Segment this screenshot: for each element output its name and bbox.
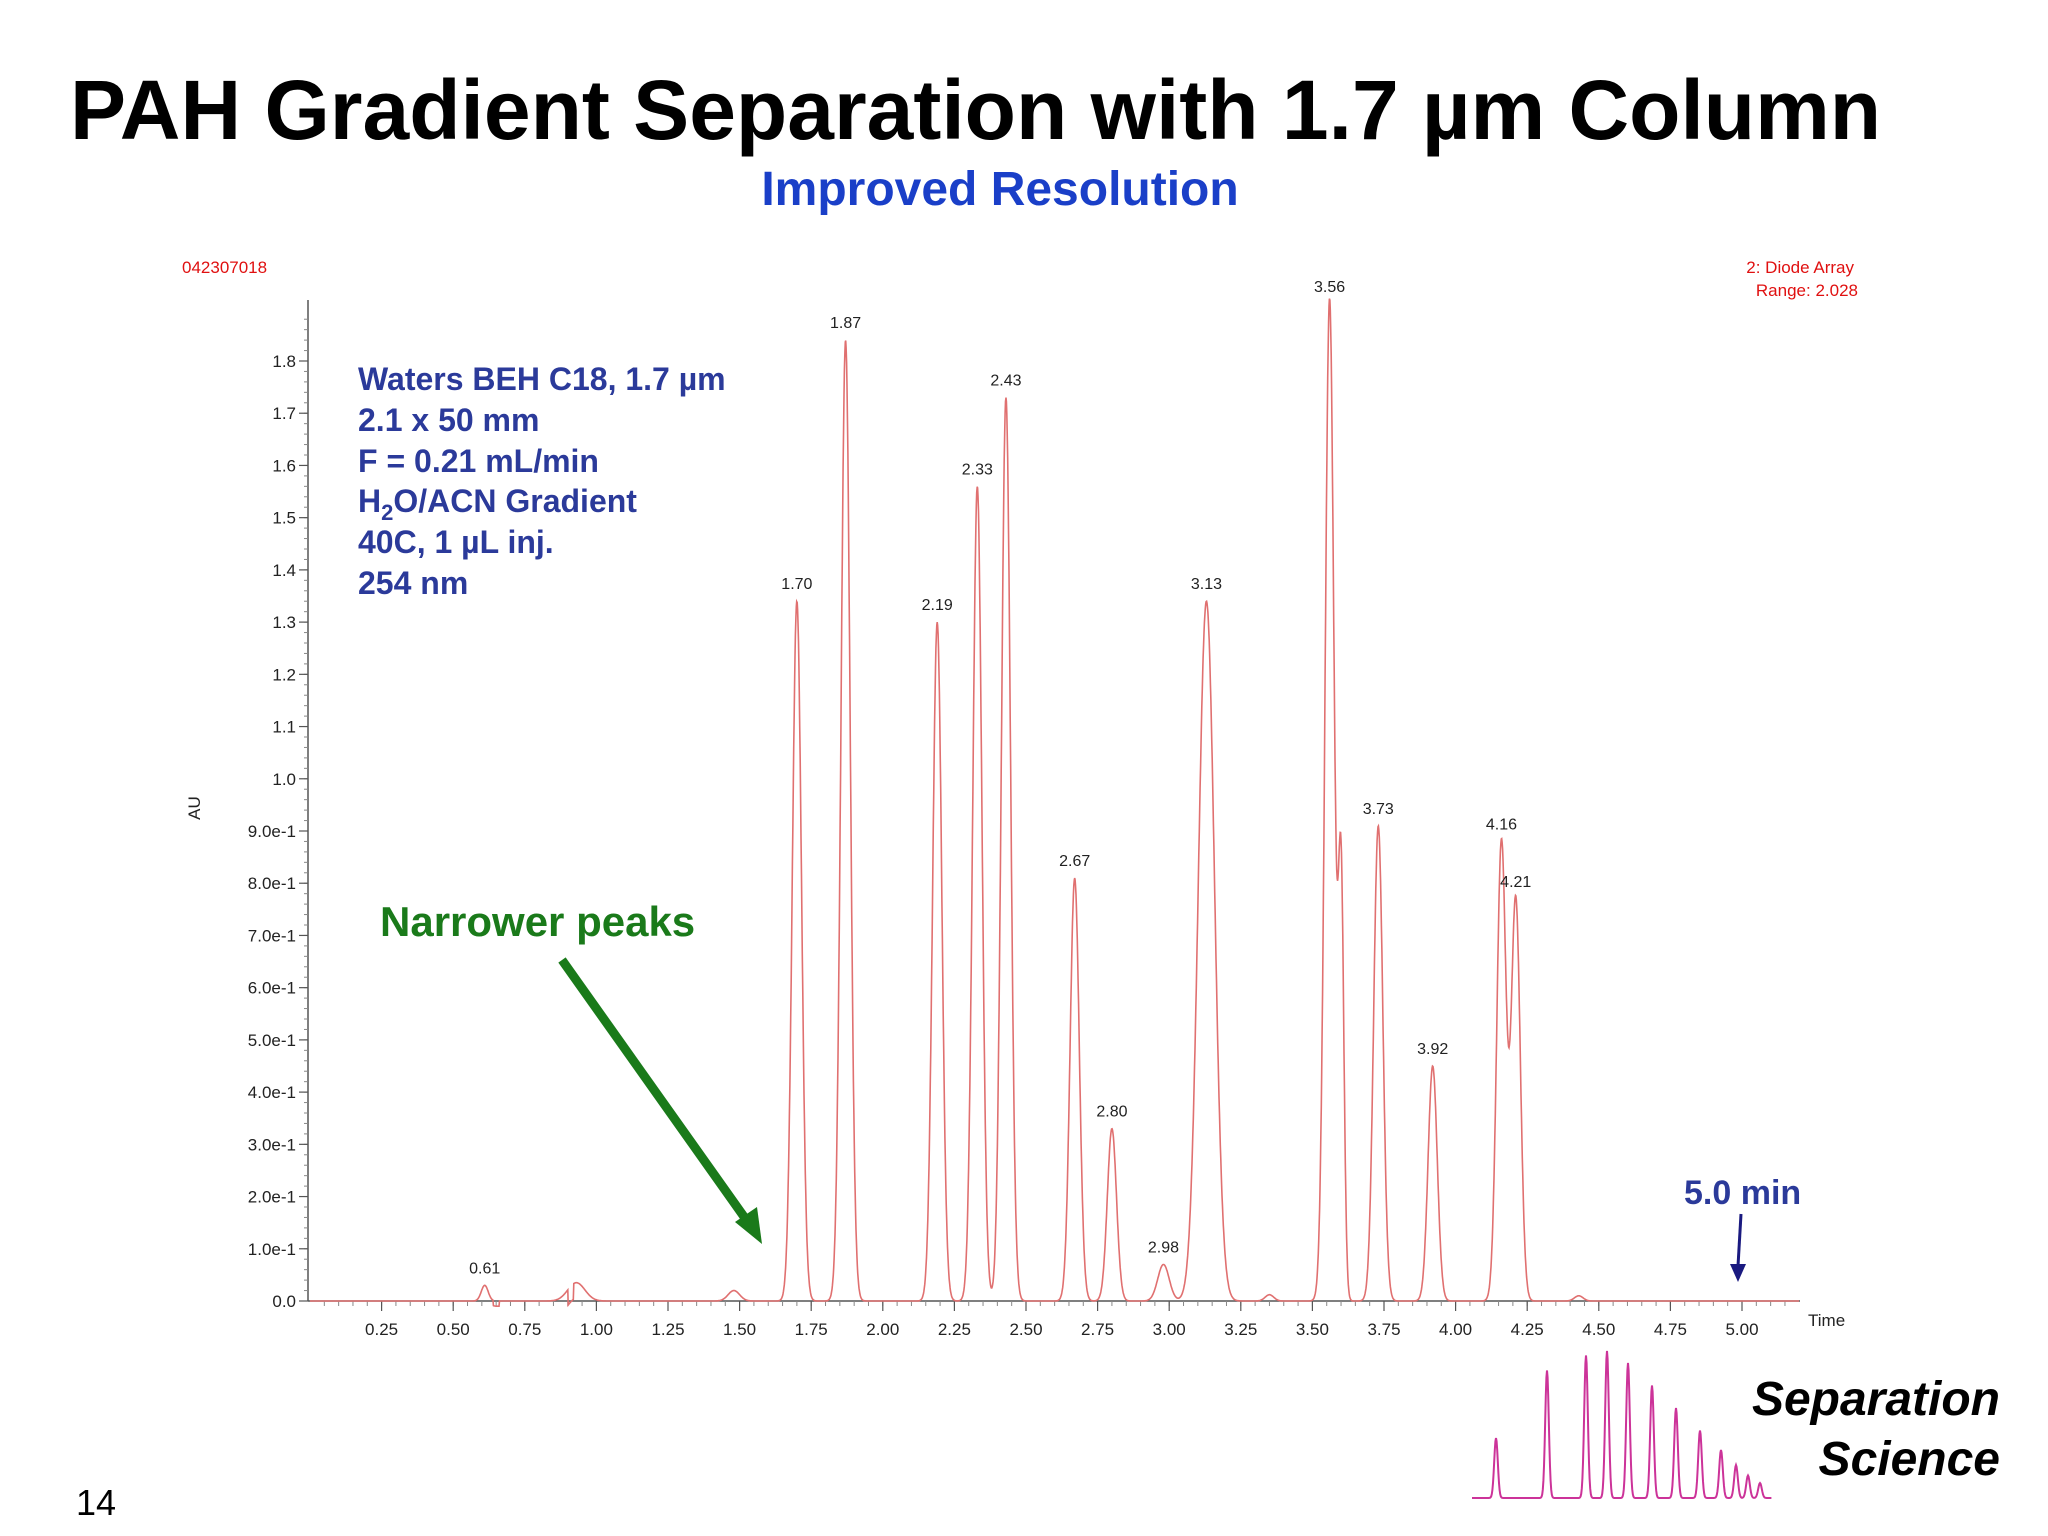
chart-marks: 0.61 1.70 1.87 2.19 2.33 2.43 2.67 2.80 2.98 3.13… — [310, 279, 1799, 1308]
y-tick-label: 6.0e-1 — [248, 979, 296, 998]
x-tick-label: 4.00 — [1439, 1320, 1472, 1339]
x-tick-label: 4.75 — [1654, 1320, 1687, 1339]
peak-label: 0.61 — [469, 1260, 500, 1277]
peak-label: 2.80 — [1096, 1104, 1127, 1121]
peak-label: 3.56 — [1314, 279, 1345, 296]
narrower-peaks-arrow — [558, 957, 762, 1244]
y-tick-label: 1.0 — [272, 770, 296, 789]
y-tick-label: 1.5 — [272, 509, 296, 528]
brand-name-line1: Separation — [1751, 1373, 2000, 1426]
y-tick-label: 2.0e-1 — [248, 1188, 296, 1207]
run-time-arrow — [1730, 1213, 1746, 1282]
x-tick-label: 0.50 — [437, 1320, 470, 1339]
y-tick-label: 1.7 — [272, 404, 296, 423]
x-tick-label: 3.50 — [1296, 1320, 1329, 1339]
peak-label: 4.21 — [1500, 874, 1531, 891]
run-id: 042307018 — [182, 258, 267, 277]
detector-label: 2: Diode Array — [1746, 258, 1854, 277]
peak-label: 1.87 — [830, 315, 861, 332]
x-tick-label: 3.75 — [1367, 1320, 1400, 1339]
peak-label: 2.67 — [1059, 853, 1090, 870]
y-tick-label: 7.0e-1 — [248, 926, 296, 945]
x-tick-label: 4.25 — [1511, 1320, 1544, 1339]
separation-science-logo-trace — [1472, 1350, 1772, 1499]
condition-dimensions: 2.1 x 50 mm — [358, 402, 539, 438]
peak-label: 2.19 — [922, 597, 953, 614]
run-time-label: 5.0 min — [1684, 1174, 1801, 1212]
x-tick-label: 4.50 — [1582, 1320, 1615, 1339]
y-tick-label: 3.0e-1 — [248, 1135, 296, 1154]
x-tick-label: 3.25 — [1224, 1320, 1257, 1339]
brand-name-line2: Science — [1818, 1433, 2000, 1486]
chromatogram-trace — [310, 298, 1799, 1308]
x-tick-label: 2.75 — [1081, 1320, 1114, 1339]
x-tick-label: 5.00 — [1725, 1320, 1758, 1339]
x-tick-label: 1.50 — [723, 1320, 756, 1339]
y-tick-label: 8.0e-1 — [248, 874, 296, 893]
slide-title: PAH Gradient Separation with 1.7 µm Colu… — [70, 63, 1882, 157]
chart-axes: 0.0 1.0e-1 2.0e-1 3.0e-1 4.0e-1 5.0e-1 6.0e-1 7… — [248, 300, 1800, 1339]
slide-number: 14 — [76, 1482, 117, 1523]
y-tick-label: 5.0e-1 — [248, 1031, 296, 1050]
peak-label: 2.98 — [1148, 1239, 1179, 1256]
condition-column: Waters BEH C18, 1.7 µm — [358, 361, 726, 397]
slide-subtitle: Improved Resolution — [761, 163, 1239, 216]
condition-flow: F = 0.21 mL/min — [358, 443, 599, 479]
y-axis-label: AU — [185, 796, 204, 820]
y-tick-label: 1.0e-1 — [248, 1240, 296, 1259]
peak-label: 3.73 — [1363, 801, 1394, 818]
x-tick-label: 2.50 — [1009, 1320, 1042, 1339]
peak-label: 2.33 — [962, 461, 993, 478]
peak-label: 3.92 — [1417, 1041, 1448, 1058]
y-tick-label: 1.4 — [272, 561, 296, 580]
x-tick-label: 1.00 — [580, 1320, 613, 1339]
condition-temperature: 40C, 1 µL inj. — [358, 524, 554, 560]
narrower-peaks-label: Narrower peaks — [380, 898, 695, 945]
x-tick-label: 2.25 — [938, 1320, 971, 1339]
conditions-box: Waters BEH C18, 1.7 µm 2.1 x 50 mm F = 0… — [358, 361, 726, 601]
condition-mobile-phase: H2O/ACN Gradient — [358, 483, 637, 525]
peak-label: 2.43 — [990, 373, 1021, 390]
x-tick-label: 3.00 — [1153, 1320, 1186, 1339]
detector-range: Range: 2.028 — [1756, 281, 1858, 300]
x-tick-label: 0.25 — [365, 1320, 398, 1339]
condition-wavelength: 254 nm — [358, 565, 468, 601]
peak-label: 4.16 — [1486, 816, 1517, 833]
y-tick-label: 1.3 — [272, 613, 296, 632]
y-tick-label: 1.2 — [272, 665, 296, 684]
x-axis-label: Time — [1808, 1311, 1845, 1330]
y-tick-label: 1.8 — [272, 352, 296, 371]
y-tick-label: 9.0e-1 — [248, 822, 296, 841]
y-tick-label: 0.0 — [272, 1292, 296, 1311]
peak-label: 3.13 — [1191, 576, 1222, 593]
x-tick-label: 1.75 — [795, 1320, 828, 1339]
y-tick-label: 4.0e-1 — [248, 1083, 296, 1102]
y-tick-label: 1.6 — [272, 456, 296, 475]
x-tick-label: 1.25 — [651, 1320, 684, 1339]
x-tick-label: 0.75 — [508, 1320, 541, 1339]
x-tick-label: 2.00 — [866, 1320, 899, 1339]
y-tick-label: 1.1 — [272, 718, 296, 737]
peak-label: 1.70 — [781, 576, 812, 593]
